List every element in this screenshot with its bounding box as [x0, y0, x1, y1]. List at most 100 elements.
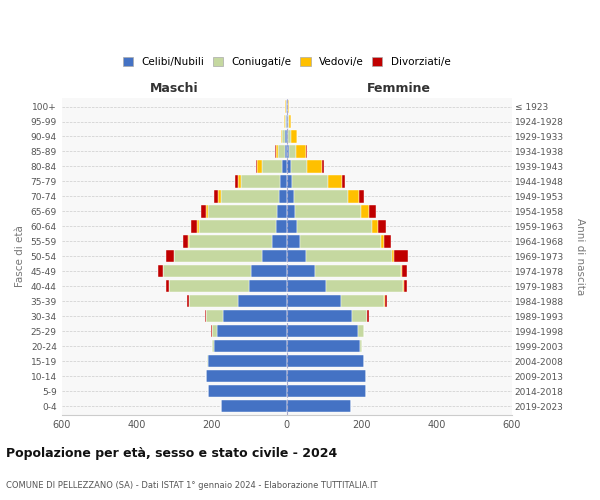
- Bar: [315, 265, 401, 278]
- Text: COMUNE DI PELLEZZANO (SA) - Dati ISTAT 1° gennaio 2024 - Elaborazione TUTTITALIA: COMUNE DI PELLEZZANO (SA) - Dati ISTAT 1…: [6, 480, 377, 490]
- Bar: [278, 146, 284, 158]
- Bar: [287, 340, 360, 352]
- Bar: [257, 160, 262, 172]
- Bar: [328, 176, 342, 188]
- Bar: [208, 206, 277, 218]
- Bar: [282, 160, 287, 172]
- Bar: [286, 116, 287, 128]
- Bar: [287, 355, 364, 368]
- Bar: [212, 325, 217, 338]
- Bar: [367, 310, 368, 322]
- Bar: [286, 100, 287, 112]
- Bar: [217, 325, 287, 338]
- Bar: [361, 206, 369, 218]
- Bar: [218, 190, 221, 202]
- Bar: [285, 130, 287, 142]
- Bar: [158, 265, 163, 278]
- Bar: [288, 130, 291, 142]
- Bar: [287, 280, 326, 292]
- Bar: [341, 295, 385, 308]
- Legend: Celibi/Nubili, Coniugati/e, Vedovi/e, Divorziati/e: Celibi/Nubili, Coniugati/e, Vedovi/e, Di…: [121, 55, 452, 70]
- Bar: [206, 206, 208, 218]
- Y-axis label: Fasce di età: Fasce di età: [15, 226, 25, 288]
- Bar: [163, 265, 251, 278]
- Bar: [238, 176, 241, 188]
- Bar: [183, 235, 188, 248]
- Bar: [206, 370, 287, 382]
- Bar: [211, 325, 212, 338]
- Bar: [208, 355, 287, 368]
- Bar: [212, 340, 214, 352]
- Bar: [287, 220, 297, 232]
- Bar: [295, 206, 361, 218]
- Bar: [287, 190, 293, 202]
- Text: Popolazione per età, sesso e stato civile - 2024: Popolazione per età, sesso e stato civil…: [6, 448, 337, 460]
- Bar: [187, 295, 189, 308]
- Bar: [241, 176, 280, 188]
- Bar: [288, 116, 289, 128]
- Bar: [348, 190, 359, 202]
- Bar: [300, 235, 380, 248]
- Bar: [256, 160, 257, 172]
- Bar: [282, 130, 285, 142]
- Bar: [208, 385, 287, 398]
- Bar: [289, 146, 296, 158]
- Bar: [287, 385, 365, 398]
- Y-axis label: Anni di nascita: Anni di nascita: [575, 218, 585, 295]
- Bar: [287, 370, 365, 382]
- Bar: [305, 250, 392, 262]
- Bar: [207, 355, 208, 368]
- Bar: [287, 250, 305, 262]
- Text: Maschi: Maschi: [150, 82, 199, 94]
- Bar: [206, 310, 223, 322]
- Bar: [189, 295, 238, 308]
- Bar: [214, 190, 218, 202]
- Bar: [221, 400, 287, 412]
- Bar: [394, 250, 408, 262]
- Bar: [322, 160, 324, 172]
- Bar: [306, 146, 307, 158]
- Bar: [199, 220, 275, 232]
- Bar: [205, 310, 206, 322]
- Bar: [359, 190, 364, 202]
- Bar: [369, 206, 376, 218]
- Bar: [280, 176, 287, 188]
- Bar: [287, 310, 352, 322]
- Bar: [188, 235, 189, 248]
- Bar: [290, 160, 307, 172]
- Bar: [293, 190, 348, 202]
- Bar: [166, 280, 169, 292]
- Bar: [201, 206, 206, 218]
- Bar: [287, 160, 290, 172]
- Bar: [166, 250, 174, 262]
- Bar: [284, 146, 287, 158]
- Bar: [169, 280, 249, 292]
- Bar: [277, 206, 287, 218]
- Bar: [287, 116, 288, 128]
- Bar: [287, 130, 288, 142]
- Bar: [287, 146, 289, 158]
- Bar: [272, 235, 287, 248]
- Bar: [251, 265, 287, 278]
- Bar: [383, 235, 391, 248]
- Bar: [373, 220, 378, 232]
- Bar: [307, 160, 322, 172]
- Bar: [221, 190, 279, 202]
- Bar: [401, 265, 403, 278]
- Bar: [404, 280, 407, 292]
- Bar: [288, 100, 289, 112]
- Bar: [287, 325, 358, 338]
- Text: Femmine: Femmine: [367, 82, 431, 94]
- Bar: [287, 295, 341, 308]
- Bar: [297, 220, 373, 232]
- Bar: [275, 220, 287, 232]
- Bar: [238, 295, 287, 308]
- Bar: [223, 310, 287, 322]
- Bar: [287, 235, 300, 248]
- Bar: [360, 340, 362, 352]
- Bar: [189, 235, 272, 248]
- Bar: [214, 340, 287, 352]
- Bar: [262, 250, 287, 262]
- Bar: [352, 310, 367, 322]
- Bar: [385, 295, 386, 308]
